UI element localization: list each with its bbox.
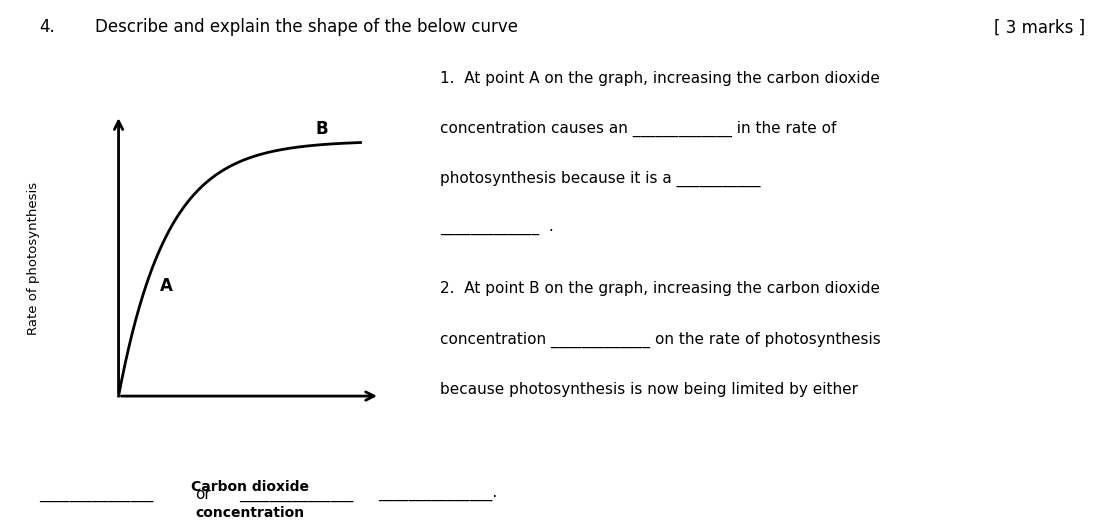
Text: 1.  At point A on the graph, increasing the carbon dioxide: 1. At point A on the graph, increasing t…	[440, 71, 879, 86]
Text: _______________.: _______________.	[378, 487, 498, 502]
Text: 4.: 4.	[39, 18, 55, 36]
Text: [ 3 marks ]: [ 3 marks ]	[994, 18, 1085, 36]
Text: _______________: _______________	[239, 487, 354, 502]
Text: _______________: _______________	[39, 487, 154, 502]
Text: B: B	[316, 120, 328, 138]
Text: concentration causes an _____________ in the rate of: concentration causes an _____________ in…	[440, 121, 836, 138]
Text: Carbon dioxide: Carbon dioxide	[191, 480, 309, 494]
Text: photosynthesis because it is a ___________: photosynthesis because it is a _________…	[440, 171, 760, 188]
Text: _____________  .: _____________ .	[440, 221, 553, 236]
Text: Rate of photosynthesis: Rate of photosynthesis	[27, 182, 40, 335]
Text: because photosynthesis is now being limited by either: because photosynthesis is now being limi…	[440, 382, 858, 396]
Text: concentration: concentration	[196, 506, 305, 520]
Text: 2.  At point B on the graph, increasing the carbon dioxide: 2. At point B on the graph, increasing t…	[440, 281, 879, 296]
Text: A: A	[159, 277, 173, 295]
Text: Describe and explain the shape of the below curve: Describe and explain the shape of the be…	[95, 18, 518, 36]
Text: or: or	[195, 487, 210, 502]
Text: concentration _____________ on the rate of photosynthesis: concentration _____________ on the rate …	[440, 331, 880, 348]
